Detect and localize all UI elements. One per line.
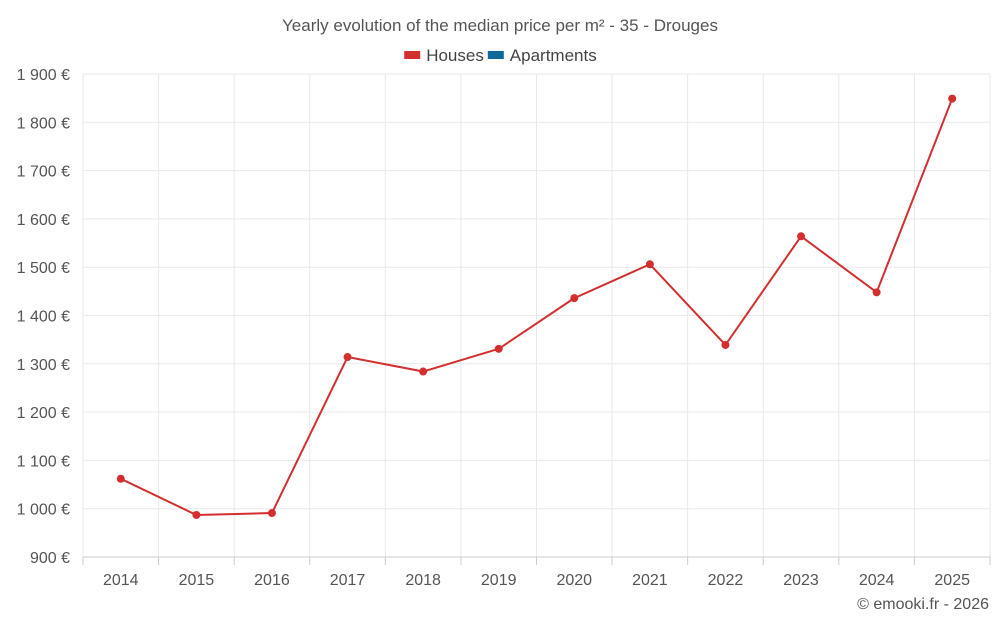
x-tick-label: 2019 [481,572,517,589]
data-point-houses[interactable] [494,344,503,353]
credit-text: © emooki.fr - 2026 [857,596,989,613]
x-tick-label: 2017 [330,572,366,589]
x-tick-label: 2018 [405,572,441,589]
legend-item-apartments[interactable]: Apartments [487,46,597,65]
data-point-houses[interactable] [570,294,579,303]
data-point-houses[interactable] [419,367,428,376]
legend-label: Houses [426,46,484,65]
y-tick-label: 1 700 € [17,164,70,181]
x-tick-label: 2015 [179,572,215,589]
data-point-houses[interactable] [343,353,352,362]
grid [82,73,991,557]
y-tick-label: 1 300 € [17,357,70,374]
data-point-houses[interactable] [797,232,806,241]
x-tick-label: 2020 [556,572,592,589]
legend-swatch [487,51,504,59]
data-point-houses[interactable] [721,340,730,349]
data-point-houses[interactable] [948,94,957,103]
data-point-houses[interactable] [645,260,654,269]
y-tick-label: 1 900 € [17,67,70,84]
y-tick-label: 1 100 € [17,453,70,470]
y-tick-label: 1 400 € [17,309,70,326]
y-tick-label: 1 600 € [17,212,70,229]
legend-label: Apartments [510,46,597,65]
x-tick-label: 2025 [934,572,970,589]
x-tick-label: 2023 [783,572,819,589]
data-point-houses[interactable] [192,510,201,519]
series-layer [116,94,957,519]
data-point-houses[interactable] [872,288,881,297]
data-point-houses[interactable] [267,509,276,518]
legend-item-houses[interactable]: Houses [404,46,484,65]
y-tick-label: 1 200 € [17,405,70,422]
axes: 900 € 1 000 € 1 100 € 1 200 € 1 300 € 1 400 €… [17,67,991,589]
legend: Houses Apartments [404,46,597,65]
y-tick-label: 1 000 € [17,502,70,519]
y-tick-label: 1 500 € [17,260,70,277]
chart-title: Yearly evolution of the median price per… [282,16,718,35]
y-tick-label: 1 800 € [17,115,70,132]
x-tick-label: 2022 [708,572,744,589]
series-line-houses [120,98,954,516]
x-tick-label: 2016 [254,572,290,589]
x-tick-label: 2024 [859,572,895,589]
legend-swatch [404,51,421,59]
y-tick-label: 900 € [30,550,70,567]
x-tick-label: 2014 [103,572,139,589]
x-tick-label: 2021 [632,572,668,589]
data-point-houses[interactable] [116,474,125,483]
